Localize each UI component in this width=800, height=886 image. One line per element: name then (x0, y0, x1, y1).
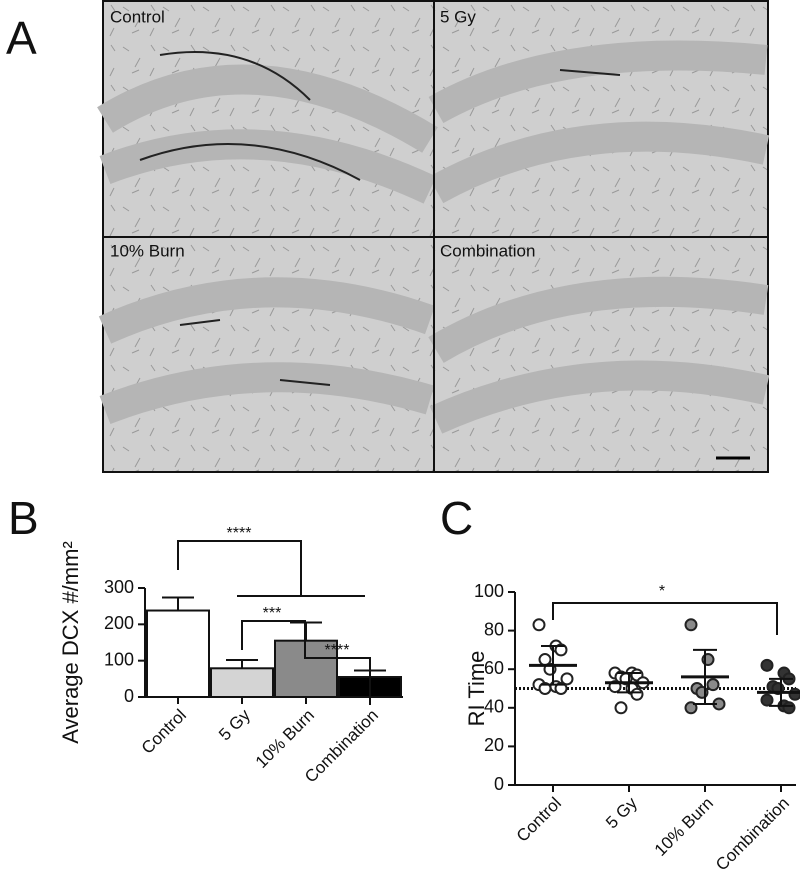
y-tick-label: 100 (104, 649, 134, 669)
y-axis-label: Average DCX #/mm² (58, 541, 83, 744)
x-tick-label: 5 Gy (602, 793, 641, 832)
data-point (532, 618, 546, 632)
tissue-layer (428, 276, 770, 434)
y-tick-label: 20 (484, 735, 504, 755)
y-tick-label: 60 (484, 658, 504, 678)
significance-label: *** (263, 605, 282, 622)
x-tick-label: 5 Gy (215, 705, 254, 744)
data-point (614, 701, 628, 715)
tissue-layer (428, 40, 770, 204)
panel-label: A (6, 12, 37, 64)
data-point (684, 618, 698, 632)
data-point (706, 678, 720, 692)
data-point (760, 658, 774, 672)
data-point (788, 687, 800, 701)
data-point (538, 682, 552, 695)
significance-bracket (241, 620, 306, 650)
y-tick-label: 100 (474, 581, 504, 601)
stained-cells (139, 51, 621, 386)
y-tick-label: 0 (124, 686, 134, 706)
panel-label: C (440, 492, 473, 544)
data-point (630, 687, 644, 701)
y-axis-label: RI Time (464, 651, 489, 727)
panel-label: B (8, 492, 39, 544)
y-tick-label: 200 (104, 613, 134, 633)
y-tick-label: 40 (484, 697, 504, 717)
y-tick-label: 0 (494, 774, 504, 794)
x-tick-label: Control (138, 706, 190, 758)
micrograph-label: Combination (440, 241, 535, 260)
bar (146, 609, 210, 699)
bar (210, 667, 274, 699)
significance-bracket (177, 540, 302, 596)
significance-bracket (304, 628, 371, 705)
x-tick-label: Combination (712, 794, 793, 875)
micrograph-label: 10% Burn (110, 241, 185, 260)
data-point (560, 672, 574, 686)
y-tick-label: 80 (484, 619, 504, 639)
micrograph-label: Control (110, 7, 165, 26)
significance-label: **** (227, 525, 252, 542)
data-point (554, 643, 568, 657)
micrograph-panel: Control 5 Gy 10% Burn Combination (97, 0, 770, 473)
micrograph-label: 5 Gy (440, 7, 476, 26)
x-tick-label: Control (513, 794, 565, 846)
x-tick-label: 10% Burn (252, 706, 318, 772)
significance-label: * (659, 583, 665, 600)
data-point (782, 701, 796, 715)
data-point (554, 682, 568, 695)
significance-bracket (552, 602, 778, 635)
x-tick-label: 10% Burn (651, 794, 717, 860)
significance-label: **** (325, 642, 350, 659)
data-point (760, 693, 774, 707)
tissue-layer (97, 64, 438, 204)
tissue-layer (98, 277, 435, 424)
y-tick-label: 300 (104, 577, 134, 597)
data-point (684, 701, 698, 715)
